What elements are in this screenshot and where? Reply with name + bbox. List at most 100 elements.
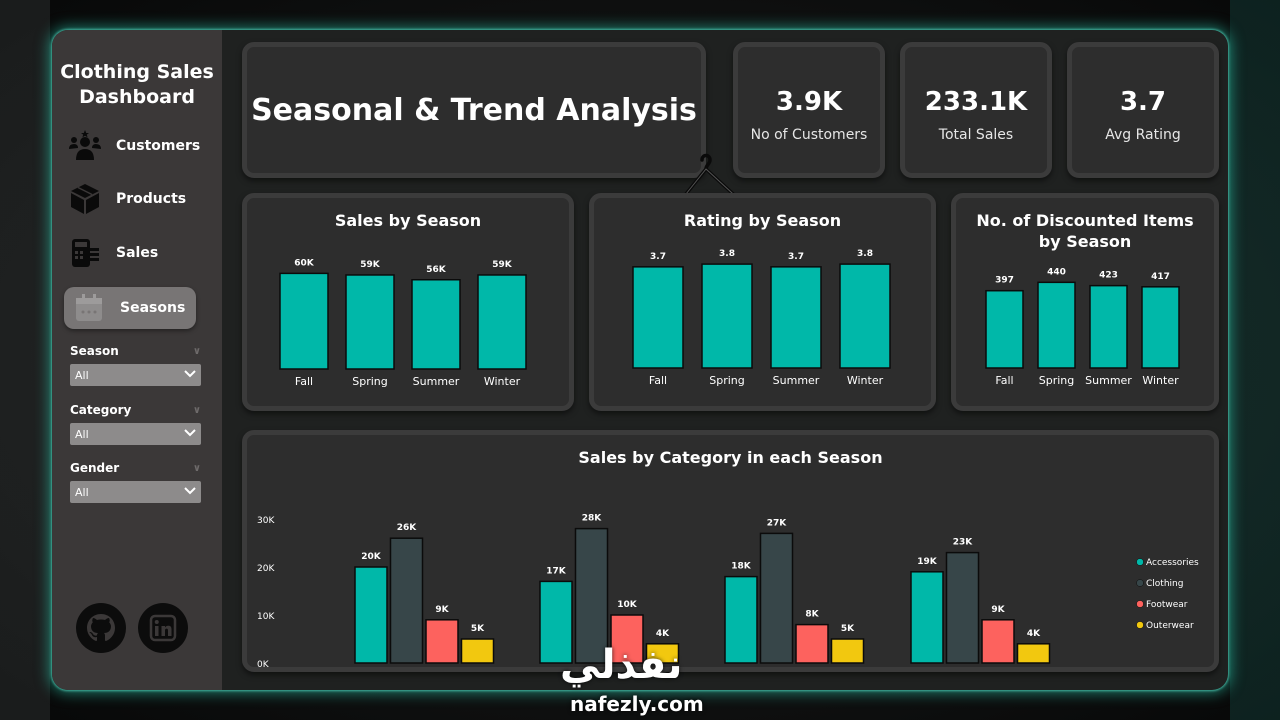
bar-winter-footwear[interactable] <box>795 623 829 664</box>
bar-fall-outerwear[interactable] <box>460 638 495 664</box>
bar-spring-footwear[interactable] <box>610 614 644 664</box>
bar-summer-accessories[interactable] <box>910 571 944 664</box>
chart-title: Sales by Category in each Season <box>578 448 883 467</box>
legend-label[interactable]: Clothing <box>1146 579 1183 589</box>
sales-by-category-card: Sales by Category in each Season 0K 10K 20… <box>242 430 1219 672</box>
gender-dropdown[interactable]: All <box>70 481 201 503</box>
data-label: 20K <box>361 552 382 562</box>
dashboard-frame: Clothing Sales Dashboard Customers <box>52 30 1228 690</box>
category-dropdown[interactable]: All <box>70 423 201 445</box>
sidebar: Clothing Sales Dashboard Customers <box>52 30 222 690</box>
bar-spring-clothing[interactable] <box>574 527 609 664</box>
legend-label[interactable]: Footwear <box>1146 600 1188 610</box>
github-icon[interactable] <box>76 603 126 653</box>
data-label: 26K <box>397 523 418 533</box>
bar-summer-footwear[interactable] <box>981 619 1015 664</box>
bar-spring[interactable] <box>1037 281 1076 369</box>
kpi-card-total-sales: 233.1K Total Sales <box>900 42 1052 178</box>
legend-label[interactable]: Accessories <box>1146 558 1199 568</box>
bar-fall[interactable] <box>632 266 684 369</box>
kpi-value: 3.9K <box>775 87 843 117</box>
legend-swatch <box>1136 579 1144 587</box>
data-label: 18K <box>731 562 752 572</box>
page-title: Seasonal & Trend Analysis <box>251 92 697 128</box>
category-label: Summer <box>773 374 820 387</box>
bar-fall-accessories[interactable] <box>354 566 388 664</box>
collapse-chevron-icon[interactable]: ∨ <box>192 462 201 474</box>
category-label: Spring <box>352 375 388 388</box>
chart-title: No. of Discounted Items by Season <box>976 211 1194 251</box>
bar-winter-outerwear[interactable] <box>830 638 865 664</box>
data-label: 27K <box>767 518 788 528</box>
bar-fall-clothing[interactable] <box>389 537 424 664</box>
nav-item-seasons[interactable]: Seasons <box>64 287 196 329</box>
collapse-chevron-icon[interactable]: ∨ <box>192 345 201 357</box>
bar-winter-clothing[interactable] <box>759 532 794 664</box>
nav-item-sales[interactable]: Sales <box>66 232 196 274</box>
filter-label-season: Season <box>70 344 119 358</box>
nav-item-products[interactable]: Products <box>66 178 196 220</box>
collapse-chevron-icon[interactable]: ∨ <box>192 404 201 416</box>
data-label: 3.7 <box>650 252 666 262</box>
data-label: 10K <box>617 600 638 610</box>
discounted-items-chart: 397 Fall 440 Spring 423 Summer 417 Winter <box>985 267 1180 387</box>
filter-label-category: Category <box>70 403 132 417</box>
rating-by-season-card: Rating by Season 3.7 Fall 3.8 Spring 3.7 Summ… <box>589 193 936 411</box>
category-dropdown-value: All <box>75 427 89 441</box>
bar-fall[interactable] <box>985 289 1024 369</box>
data-label: 23K <box>953 538 974 548</box>
season-dropdown-value: All <box>75 368 89 382</box>
category-label: Spring <box>709 374 745 387</box>
y-tick-label: 20K <box>257 564 275 574</box>
y-tick-label: 10K <box>257 612 275 622</box>
data-label: 56K <box>426 265 447 275</box>
watermark-latin: nafezly.com <box>570 692 704 716</box>
bar-spring[interactable] <box>345 274 395 370</box>
chevron-down-icon <box>183 428 197 441</box>
bar-summer-clothing[interactable] <box>945 551 980 664</box>
box-icon <box>68 182 102 216</box>
bar-fall[interactable] <box>279 272 329 370</box>
chevron-down-icon <box>183 486 197 499</box>
bar-fall-footwear[interactable] <box>425 619 459 664</box>
data-label: 8K <box>805 610 819 620</box>
bar-summer-outerwear[interactable] <box>1016 643 1051 664</box>
bar-summer[interactable] <box>411 279 461 370</box>
category-label: Fall <box>649 374 667 387</box>
filter-gender: Gender ∨ All <box>70 461 201 503</box>
nav-item-customers[interactable]: Customers <box>66 125 200 167</box>
category-label: Winter <box>847 374 884 387</box>
bar-summer[interactable] <box>1089 284 1128 369</box>
chevron-down-icon <box>183 369 197 382</box>
category-label: Winter <box>1142 374 1179 387</box>
bar-winter[interactable] <box>477 274 527 370</box>
data-label: 4K <box>656 629 670 639</box>
kpi-label: No of Customers <box>750 127 868 143</box>
chart-title: Sales by Season <box>334 211 482 230</box>
data-label: 3.7 <box>788 252 804 262</box>
data-label: 440 <box>1047 267 1066 277</box>
data-label: 5K <box>471 624 485 634</box>
category-label: Summer <box>413 375 460 388</box>
data-label: 60K <box>294 258 315 268</box>
category-label: Winter <box>484 375 521 388</box>
data-label: 59K <box>492 260 513 270</box>
brand-line-1: Clothing Sales <box>60 61 214 83</box>
data-label: 28K <box>582 514 603 524</box>
bar-spring-outerwear[interactable] <box>645 643 680 664</box>
bar-winter[interactable] <box>839 263 891 369</box>
data-label: 59K <box>360 260 381 270</box>
legend-label[interactable]: Outerwear <box>1146 621 1194 631</box>
bar-spring[interactable] <box>701 263 753 369</box>
linkedin-icon[interactable] <box>138 603 188 653</box>
bar-spring-accessories[interactable] <box>539 580 573 664</box>
bar-winter[interactable] <box>1141 286 1180 369</box>
data-label: 423 <box>1099 271 1118 281</box>
kpi-value: 3.7 <box>1119 87 1167 117</box>
brand-title: Clothing Sales Dashboard <box>52 60 222 110</box>
bar-winter-accessories[interactable] <box>724 575 758 664</box>
bar-summer[interactable] <box>770 266 822 369</box>
gender-dropdown-value: All <box>75 485 89 499</box>
filter-label-gender: Gender <box>70 461 120 475</box>
season-dropdown[interactable]: All <box>70 364 201 386</box>
